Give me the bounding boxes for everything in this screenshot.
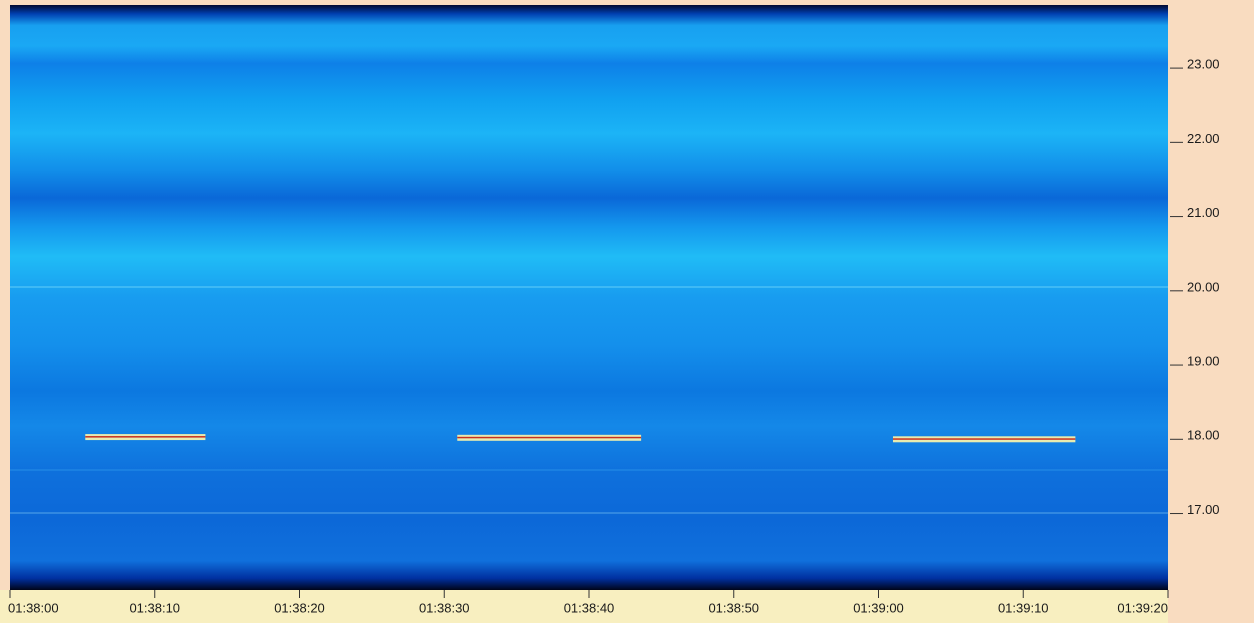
signal-core [893,438,1075,440]
spectrogram-image [10,5,1168,590]
y-tick-label: 18.00 [1187,428,1220,443]
y-tick-label: 17.00 [1187,502,1220,517]
signal-core [457,437,641,439]
x-tick-label: 01:38:40 [564,600,615,615]
y-tick-label: 19.00 [1187,353,1220,368]
y-tick-label: 22.00 [1187,131,1220,146]
x-tick-label: 01:38:00 [8,600,59,615]
y-tick-label: 21.00 [1187,205,1220,220]
x-tick-label: 01:38:10 [129,600,180,615]
x-tick-label: 01:38:30 [419,600,470,615]
y-tick-label: 23.00 [1187,57,1220,72]
x-tick-label: 01:39:00 [853,600,904,615]
x-tick-label: 01:39:10 [998,600,1049,615]
signal-core [85,436,205,438]
x-tick-label: 01:39:20 [1117,600,1168,615]
x-tick-label: 01:38:20 [274,600,325,615]
spectrogram-window: 17.00 18.00 19.00 20.00 21.00 22.00 23.00 01:38… [0,0,1254,623]
x-tick-label: 01:38:50 [708,600,759,615]
y-tick-label: 20.00 [1187,279,1220,294]
